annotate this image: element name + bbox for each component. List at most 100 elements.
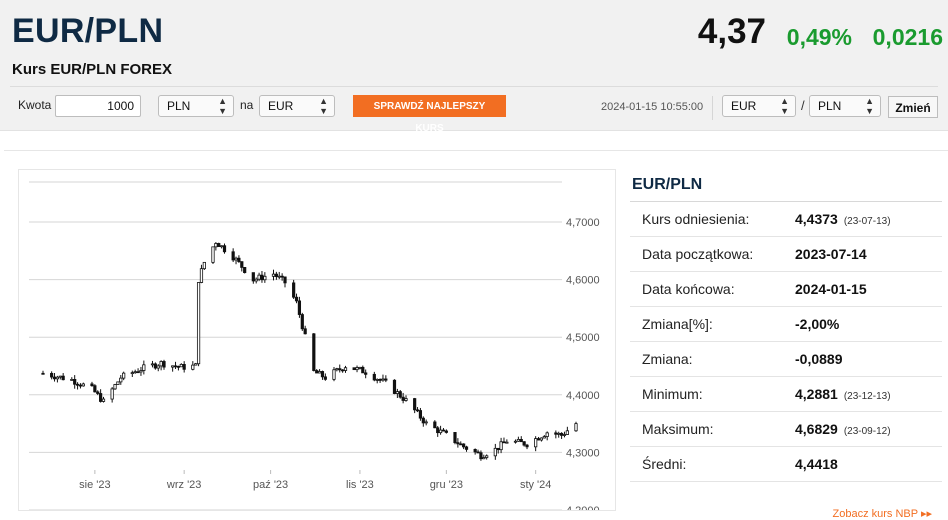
candle-body [139,370,143,373]
candle-body [562,434,567,436]
candle-body [320,371,325,378]
candle-body [502,441,506,444]
candle-body [176,365,181,368]
candle-body [55,376,60,380]
candle-body [539,437,544,441]
candle-body [116,381,120,385]
select-arrows-icon: ▲ ▼ [218,96,227,116]
candle-body [519,439,523,443]
best-rate-button[interactable]: SPRAWDŹ NAJLEPSZY KURS [353,95,506,134]
stats-row: Data początkowa: 2023-07-14 [630,237,942,272]
candle-body [433,421,437,429]
candle-body [162,361,166,368]
stats-date: (23-07-13) [843,216,891,227]
select-arrows-icon: ▲ ▼ [780,96,789,116]
from-currency-select[interactable]: PLN ▲ ▼ [158,95,234,117]
candle-body [93,385,97,393]
candle-body [292,282,296,298]
candle-body [441,429,446,432]
candle-body [485,455,489,458]
y-tick-label: 4,3000 [566,447,600,459]
candle-body [358,366,362,369]
candle-body [505,441,509,444]
quote-header: EUR/PLN Kurs EUR/PLN FOREX 4,37 0,49% 0,… [0,0,948,134]
candle-body [534,438,538,448]
stats-row: Zmiana[%]: -2,00% [630,307,942,342]
candle-body [150,363,155,366]
candle-body [73,379,77,385]
candle-body [283,276,287,284]
candle-body [404,398,408,401]
candle-body [211,246,215,263]
candle-body [415,409,420,412]
x-tick-label: wrz '23 [166,479,202,491]
candle-body [476,451,480,454]
pair-quote-select[interactable]: PLN ▲ ▼ [809,95,881,117]
candle-body [61,375,65,381]
candle-body [234,257,238,261]
stats-label: Maksimum: [642,421,714,437]
candle-body [122,372,126,379]
amount-input[interactable] [55,95,141,117]
candle-body [142,364,146,371]
candle-body [565,430,569,435]
candle-body [413,398,417,411]
stats-value: -0,0889 [795,342,842,376]
stats-label: Data końcowa: [642,281,735,297]
candle-body [332,369,336,380]
candle-body [280,275,284,278]
candle-body [136,371,140,374]
candle-body [361,366,365,374]
candle-body [462,443,466,448]
stats-value-text: -0,0889 [795,351,843,367]
candle-body [372,373,376,381]
select-arrows-icon: ▲ ▼ [319,96,328,116]
candle-body [453,432,457,444]
change-absolute: 0,0216 [872,24,943,50]
stats-panel: EUR/PLN Kurs odniesienia: 4,4373 (23-07-13… [630,169,942,520]
stats-value: 4,4418 [795,447,838,481]
candle-body [277,275,281,278]
stats-row: Data końcowa: 2024-01-15 [630,272,942,307]
candle-body [352,367,356,371]
candle-body [574,423,578,432]
currency-converter: Kwota PLN ▲▼ na EUR ▲▼ SPRAWDŹ NAJLEPSZY… [0,88,948,134]
candle-body [243,267,247,274]
price-chart[interactable]: 4,7000 4,6000 4,5000 4,4000 4,3000 4,2000 sie … [18,169,616,511]
pair-base-select[interactable]: EUR ▲ ▼ [722,95,796,117]
to-currency-value: EUR [268,99,294,113]
stats-value: -2,00% [795,307,839,341]
stats-value: 4,6829 (23-09-12) [795,412,891,449]
candle-body [516,439,520,442]
candle-body [338,368,342,371]
y-tick-label: 4,2000 [566,505,600,510]
to-currency-select[interactable]: EUR ▲ ▼ [259,95,335,117]
candle-body [424,421,428,424]
amount-label: Kwota [18,98,52,112]
change-pair-button[interactable]: Zmień [888,96,938,118]
stats-label: Średni: [642,456,687,472]
stats-value: 2024-01-15 [795,272,867,306]
stats-label: Minimum: [642,386,703,402]
chart-svg: 4,7000 4,6000 4,5000 4,4000 4,3000 4,2000 sie … [29,181,600,510]
candle-body [274,273,278,277]
x-tick-label: sie '23 [79,479,110,491]
candle-body [52,376,57,380]
stats-row: Średni: 4,4418 [630,447,942,482]
candle-body [231,251,235,261]
candle-body [436,427,440,434]
stats-value-text: 4,2881 [795,386,838,402]
pair-base-value: EUR [731,99,757,113]
stats-value-text: -2,00% [795,316,840,332]
candle-body [378,379,382,381]
candle-body [199,268,204,283]
candle-body [156,365,160,369]
select-arrows-icon: ▲ ▼ [865,96,874,116]
candle-body [251,272,255,282]
candle-body [271,273,276,277]
candle-body [438,429,443,434]
main-content: 4,7000 4,6000 4,5000 4,4000 4,3000 4,2000 sie … [4,150,948,520]
candle-body [392,379,397,394]
stats-date: (23-12-13) [843,391,891,402]
candle-body [536,438,541,441]
